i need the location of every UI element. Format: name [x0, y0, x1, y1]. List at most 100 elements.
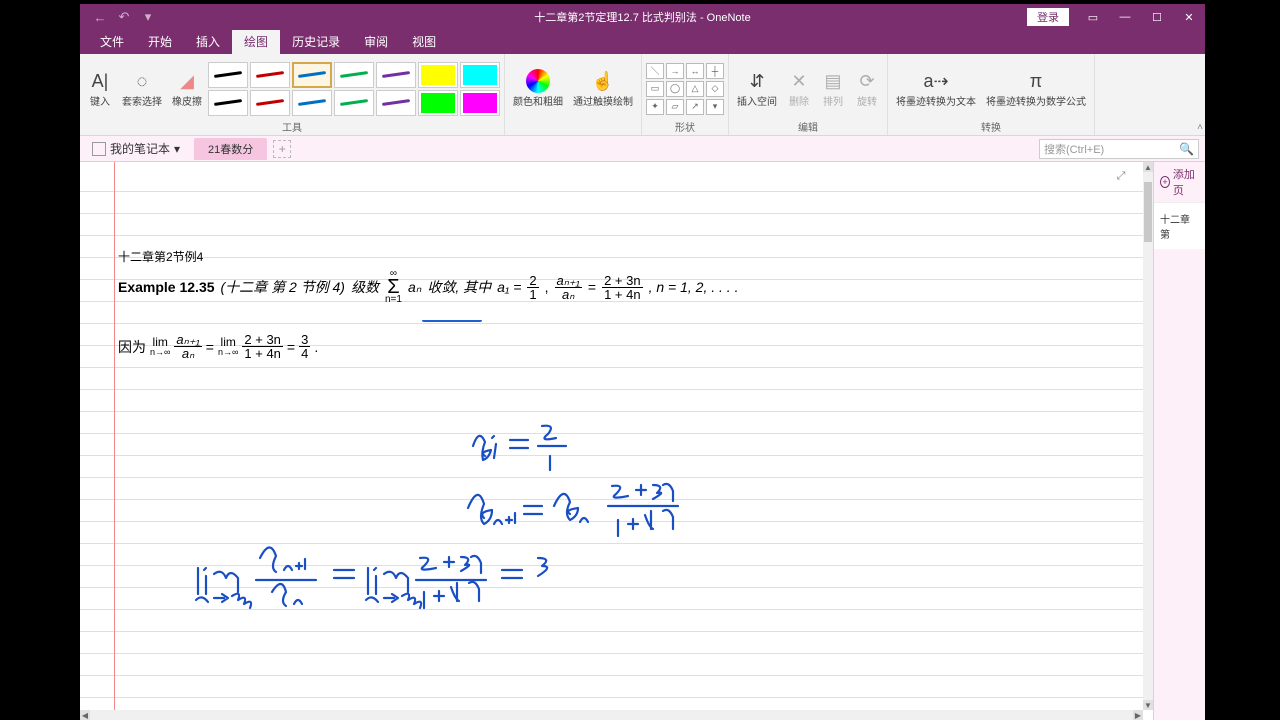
tab-view[interactable]: 视图: [400, 29, 448, 54]
shape-more-icon[interactable]: ▾: [706, 99, 724, 115]
arrange-button[interactable]: ▤排列: [817, 67, 849, 110]
text-cursor-icon: A|: [88, 69, 112, 93]
rotate-button[interactable]: ⟳旋转: [851, 67, 883, 110]
pen-swatch[interactable]: [334, 90, 374, 116]
plus-icon: +: [1160, 176, 1170, 188]
eraser-icon: ◢: [175, 69, 199, 93]
menu-tabs: 文件 开始 插入 绘图 历史记录 审阅 视图: [80, 30, 1205, 54]
note-content: 十二章第2节例4 Example 12.35 (十二章 第 2 节例 4) 级数…: [118, 248, 738, 360]
content-area: ⤢ 十二章第2节例4 Example 12.35 (十二章 第 2 节例 4) …: [80, 162, 1205, 720]
scroll-down-button[interactable]: ▼: [1143, 700, 1153, 710]
chevron-down-icon: ▾: [174, 142, 180, 156]
tab-draw[interactable]: 绘图: [232, 29, 280, 54]
group-label-edit: 编辑: [798, 119, 818, 133]
shape-double-arrow-icon[interactable]: ↔: [686, 63, 704, 79]
undo-button[interactable]: ↶: [116, 9, 132, 25]
tab-insert[interactable]: 插入: [184, 29, 232, 54]
shape-arrow-icon[interactable]: →: [666, 63, 684, 79]
horizontal-scrollbar[interactable]: ◀ ▶: [80, 710, 1143, 720]
pen-swatch[interactable]: [460, 90, 500, 116]
color-width-button[interactable]: 颜色和粗细: [509, 67, 567, 110]
ink-text-icon: a⇢: [924, 69, 948, 93]
shape-ellipse-icon[interactable]: ◯: [666, 81, 684, 97]
shape-line-icon[interactable]: ＼: [646, 63, 664, 79]
ink-math-icon: π: [1024, 69, 1048, 93]
page-list-item[interactable]: 十二章第: [1154, 203, 1205, 249]
shape-diamond-icon[interactable]: ◇: [706, 81, 724, 97]
pen-swatch[interactable]: [250, 62, 290, 88]
login-button[interactable]: 登录: [1027, 8, 1069, 26]
notebook-bar: 我的笔记本 ▾ 21春数分 + 搜索(Ctrl+E) 🔍: [80, 136, 1205, 162]
pen-swatch[interactable]: [460, 62, 500, 88]
pen-swatch[interactable]: [418, 90, 458, 116]
close-button[interactable]: ✕: [1173, 4, 1205, 30]
delete-icon: ✕: [787, 69, 811, 93]
shape-rect-icon[interactable]: ▭: [646, 81, 664, 97]
tab-home[interactable]: 开始: [136, 29, 184, 54]
pen-swatch[interactable]: [376, 62, 416, 88]
add-section-button[interactable]: +: [273, 140, 291, 158]
shape-axes-icon[interactable]: ┼: [706, 63, 724, 79]
pen-swatch[interactable]: [418, 62, 458, 88]
notebook-name-label: 我的笔记本: [110, 140, 170, 157]
delete-button[interactable]: ✕删除: [783, 67, 815, 110]
shape-parallelogram-icon[interactable]: ▱: [666, 99, 684, 115]
collapse-ribbon-button[interactable]: ˄: [1197, 122, 1203, 133]
shape-arrow2-icon[interactable]: ↗: [686, 99, 704, 115]
scroll-right-button[interactable]: ▶: [1133, 710, 1143, 720]
vertical-scrollbar[interactable]: ▲ ▼: [1143, 162, 1153, 710]
group-label-shapes: 形状: [675, 119, 695, 133]
example-paren: (十二章 第 2 节例 4): [221, 277, 345, 297]
shape-gallery[interactable]: ＼ → ↔ ┼ ▭ ◯ △ ◇ ✦ ▱ ↗ ▾: [646, 63, 724, 115]
group-label-convert: 转换: [981, 119, 1001, 133]
scroll-thumb[interactable]: [1144, 182, 1152, 242]
pen-swatch[interactable]: [208, 90, 248, 116]
pen-swatch[interactable]: [334, 62, 374, 88]
page-canvas[interactable]: ⤢ 十二章第2节例4 Example 12.35 (十二章 第 2 节例 4) …: [80, 162, 1153, 720]
sigma-symbol: ∞ Σ n=1: [385, 269, 402, 305]
lasso-button[interactable]: ◌套索选择: [118, 67, 166, 110]
notebook-selector[interactable]: 我的笔记本 ▾: [86, 138, 186, 159]
tab-file[interactable]: 文件: [88, 29, 136, 54]
minimize-button[interactable]: —: [1109, 4, 1141, 30]
expand-icon[interactable]: ⤢: [1113, 168, 1129, 184]
pen-swatch[interactable]: [292, 62, 332, 88]
group-label-tools: 工具: [282, 119, 302, 133]
back-button[interactable]: ←: [92, 9, 108, 25]
shape-3daxes-icon[interactable]: ✦: [646, 99, 664, 115]
shape-triangle-icon[interactable]: △: [686, 81, 704, 97]
word-because: 因为: [118, 337, 146, 357]
scroll-up-button[interactable]: ▲: [1143, 162, 1153, 172]
scroll-left-button[interactable]: ◀: [80, 710, 90, 720]
search-input[interactable]: 搜索(Ctrl+E) 🔍: [1039, 139, 1199, 159]
ruled-lines: [80, 162, 1143, 710]
ribbon-options-icon[interactable]: ▭: [1077, 4, 1109, 30]
word-series: 级数: [351, 277, 379, 297]
add-page-button[interactable]: + 添加页: [1154, 162, 1205, 203]
palette-icon: [526, 69, 550, 93]
section-tab[interactable]: 21春数分: [194, 138, 267, 160]
qat-more[interactable]: ▾: [140, 9, 156, 25]
pen-swatch[interactable]: [376, 90, 416, 116]
pen-gallery[interactable]: [208, 62, 500, 116]
search-placeholder: 搜索(Ctrl+E): [1044, 141, 1104, 157]
tab-review[interactable]: 审阅: [352, 29, 400, 54]
note-heading: 十二章第2节例4: [118, 248, 738, 265]
rotate-icon: ⟳: [855, 69, 879, 93]
pages-panel: + 添加页 十二章第: [1153, 162, 1205, 720]
maximize-button[interactable]: ☐: [1141, 4, 1173, 30]
insert-space-button[interactable]: ⇵插入空间: [733, 67, 781, 110]
window-title: 十二章第2节定理12.7 比式判别法 - OneNote: [534, 9, 750, 25]
ink-to-math-button[interactable]: π将墨迹转换为数学公式: [982, 67, 1090, 110]
pen-swatch[interactable]: [208, 62, 248, 88]
pen-swatch[interactable]: [250, 90, 290, 116]
eraser-button[interactable]: ◢橡皮擦: [168, 67, 206, 110]
ink-to-text-button[interactable]: a⇢将墨迹转换为文本: [892, 67, 980, 110]
type-button[interactable]: A|键入: [84, 67, 116, 110]
frac-a1: 21: [527, 274, 538, 301]
paper: ⤢ 十二章第2节例4 Example 12.35 (十二章 第 2 节例 4) …: [80, 162, 1143, 710]
touch-draw-button[interactable]: ☝通过触摸绘制: [569, 67, 637, 110]
tab-history[interactable]: 历史记录: [280, 29, 352, 54]
pen-swatch[interactable]: [292, 90, 332, 116]
insert-space-icon: ⇵: [745, 69, 769, 93]
